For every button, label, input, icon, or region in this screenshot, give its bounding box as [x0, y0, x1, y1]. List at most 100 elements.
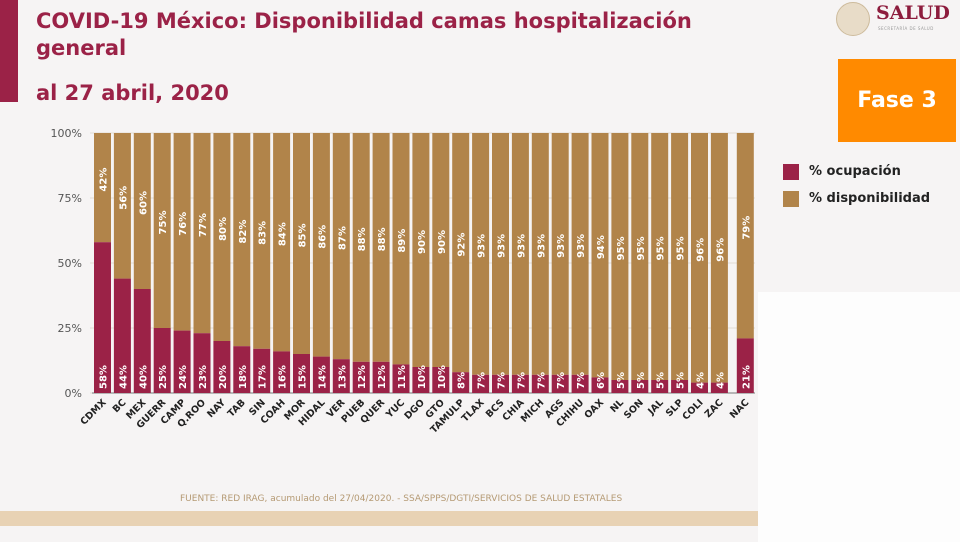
x-tick-label: TAB — [226, 397, 248, 419]
data-label-ocupacion: 20% — [218, 365, 229, 389]
bar-ocupacion — [432, 367, 450, 393]
data-label-disponibilidad: 93% — [497, 234, 508, 258]
data-label-disponibilidad: 86% — [317, 225, 328, 249]
data-label-disponibilidad: 96% — [696, 238, 707, 262]
data-label-disponibilidad: 90% — [437, 230, 448, 254]
data-label-ocupacion: 7% — [576, 372, 587, 389]
page-subtitle: al 27 abril, 2020 — [36, 81, 229, 105]
bar-ocupacion — [392, 364, 410, 393]
bar-ocupacion — [233, 346, 251, 393]
legend-item-disponibilidad: % disponibilidad — [783, 185, 930, 212]
data-label-ocupacion: 12% — [357, 365, 368, 389]
data-label-disponibilidad: 92% — [457, 233, 468, 257]
bar-disponibilidad — [113, 133, 131, 279]
data-label-disponibilidad: 96% — [715, 238, 726, 262]
bar-disponibilidad — [352, 133, 370, 362]
data-label-ocupacion: 11% — [397, 365, 408, 389]
data-label-disponibilidad: 93% — [556, 234, 567, 258]
y-tick-label: 100% — [51, 127, 82, 140]
bar-ocupacion — [332, 359, 350, 393]
data-label-disponibilidad: 77% — [198, 213, 209, 237]
accent-bar — [0, 0, 18, 102]
data-label-ocupacion: 40% — [138, 365, 149, 389]
data-label-disponibilidad: 76% — [178, 212, 189, 236]
bar-ocupacion — [133, 289, 151, 393]
x-tick-label: DGO — [402, 397, 427, 422]
bar-disponibilidad — [293, 133, 310, 354]
data-label-ocupacion: 12% — [377, 365, 388, 389]
bar-disponibilidad — [691, 133, 708, 383]
x-tick-label: ZAC — [703, 397, 726, 420]
data-label-ocupacion: 5% — [636, 372, 647, 389]
bar-disponibilidad — [392, 133, 410, 365]
data-label-disponibilidad: 56% — [118, 186, 129, 210]
bar-ocupacion — [173, 330, 191, 393]
data-label-ocupacion: 44% — [118, 365, 129, 389]
bar-disponibilidad — [736, 133, 754, 339]
bar-disponibilidad — [213, 133, 231, 341]
bar-disponibilidad — [412, 133, 430, 367]
bar-ocupacion — [94, 242, 111, 393]
bar-ocupacion — [412, 367, 430, 393]
x-tick-label: COLI — [680, 397, 705, 422]
bar-ocupacion — [736, 338, 754, 393]
data-label-disponibilidad: 88% — [377, 227, 388, 251]
y-tick-label: 75% — [58, 192, 82, 205]
data-label-disponibilidad: 60% — [138, 191, 149, 215]
data-label-disponibilidad: 80% — [218, 217, 229, 241]
logo-text: SALUD — [876, 2, 950, 24]
data-label-ocupacion: 21% — [741, 365, 752, 389]
data-label-ocupacion: 4% — [715, 372, 726, 389]
data-label-ocupacion: 7% — [556, 372, 567, 389]
bar-ocupacion — [571, 374, 589, 393]
bar-ocupacion — [273, 351, 291, 393]
bar-ocupacion — [511, 374, 529, 393]
bar-ocupacion — [591, 377, 609, 393]
data-label-ocupacion: 58% — [99, 365, 110, 389]
page-title: COVID-19 México: Disponibilidad camas ho… — [36, 9, 692, 60]
bar-disponibilidad — [492, 133, 509, 375]
data-label-ocupacion: 7% — [536, 372, 547, 389]
bar-disponibilidad — [153, 133, 171, 328]
bar-disponibilidad — [671, 133, 689, 380]
bar-ocupacion — [372, 361, 390, 393]
bar-ocupacion — [193, 333, 211, 393]
x-tick-label: JAL — [645, 397, 665, 417]
source-note: FUENTE: RED IRAG, acumulado del 27/04/20… — [180, 494, 623, 504]
x-tick-label: MICH — [519, 397, 547, 425]
phase-badge: Fase 3 — [838, 59, 956, 142]
bar-disponibilidad — [651, 133, 669, 380]
data-label-ocupacion: 13% — [337, 365, 348, 389]
bar-ocupacion — [472, 374, 490, 393]
bar-ocupacion — [531, 374, 549, 393]
data-label-disponibilidad: 42% — [99, 168, 110, 192]
bar-ocupacion — [710, 382, 728, 393]
legend-swatch-disponibilidad — [783, 190, 799, 207]
y-tick-label: 25% — [58, 322, 82, 335]
bar-disponibilidad — [193, 133, 211, 334]
data-label-disponibilidad: 83% — [258, 221, 269, 245]
seal-icon — [836, 2, 870, 36]
data-label-disponibilidad: 95% — [656, 237, 667, 261]
bar-ocupacion — [352, 361, 370, 393]
bar-disponibilidad — [332, 133, 350, 360]
data-label-disponibilidad: 90% — [417, 230, 428, 254]
bar-ocupacion — [213, 341, 231, 393]
bar-ocupacion — [452, 372, 470, 393]
right-panel — [758, 0, 960, 292]
data-label-ocupacion: 10% — [417, 365, 428, 389]
y-tick-label: 50% — [58, 257, 82, 270]
bar-disponibilidad — [511, 133, 529, 375]
data-label-ocupacion: 7% — [497, 372, 508, 389]
legend-label: % disponibilidad — [809, 191, 931, 206]
data-label-disponibilidad: 93% — [536, 234, 547, 258]
bar-disponibilidad — [253, 133, 271, 349]
x-tick-label: OAX — [582, 397, 606, 421]
legend: % ocupación % disponibilidad — [783, 158, 930, 212]
bar-disponibilidad — [710, 133, 728, 383]
data-label-disponibilidad: 79% — [741, 216, 752, 240]
x-tick-label: TLAX — [460, 397, 487, 424]
data-label-disponibilidad: 93% — [516, 234, 527, 258]
data-label-ocupacion: 8% — [457, 372, 468, 389]
data-label-ocupacion: 25% — [158, 365, 169, 389]
